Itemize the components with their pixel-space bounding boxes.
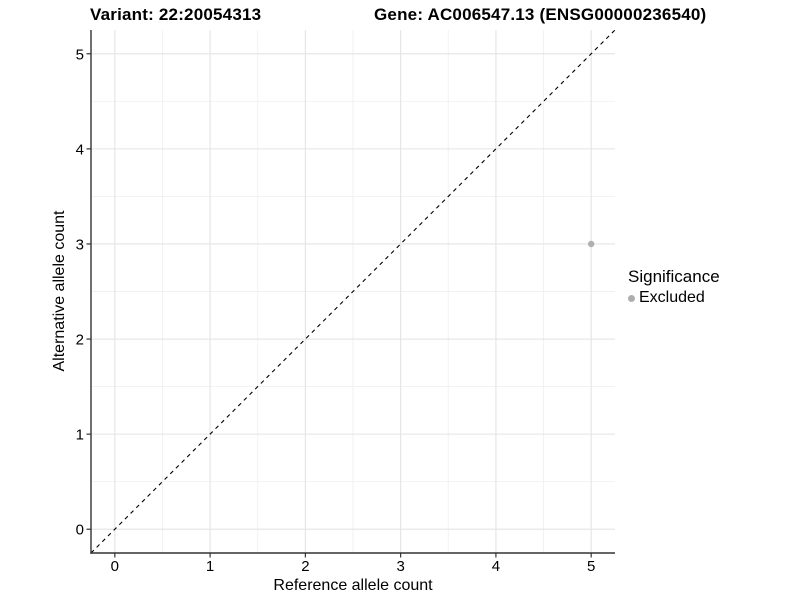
legend-item-label: Excluded xyxy=(639,289,705,306)
y-tick-label: 4 xyxy=(76,141,84,158)
x-tick-label: 5 xyxy=(587,558,595,575)
x-tick-label: 1 xyxy=(206,558,214,575)
x-axis-title: Reference allele count xyxy=(273,577,433,594)
legend-item-excluded: Excluded xyxy=(628,289,720,307)
identity-line xyxy=(90,29,616,554)
y-tick-label: 0 xyxy=(76,522,84,539)
data-point-excluded xyxy=(587,240,595,248)
y-tick-label: 1 xyxy=(76,427,84,444)
y-tick-label: 5 xyxy=(76,46,84,63)
legend: Significance Excluded xyxy=(628,267,720,307)
excluded-point-icon xyxy=(628,294,635,302)
gene-title: Gene: AC006547.13 (ENSG00000236540) xyxy=(374,5,707,24)
x-tick-label: 2 xyxy=(301,558,309,575)
legend-title: Significance xyxy=(628,267,720,286)
y-axis-title: Alternative allele count xyxy=(51,210,68,372)
x-tick-label: 0 xyxy=(111,558,119,575)
variant-title: Variant: 22:20054313 xyxy=(90,5,262,24)
y-tick-label: 2 xyxy=(76,332,84,349)
x-tick-label: 3 xyxy=(396,558,404,575)
x-tick-label: 4 xyxy=(492,558,500,575)
y-tick-label: 3 xyxy=(76,236,84,253)
